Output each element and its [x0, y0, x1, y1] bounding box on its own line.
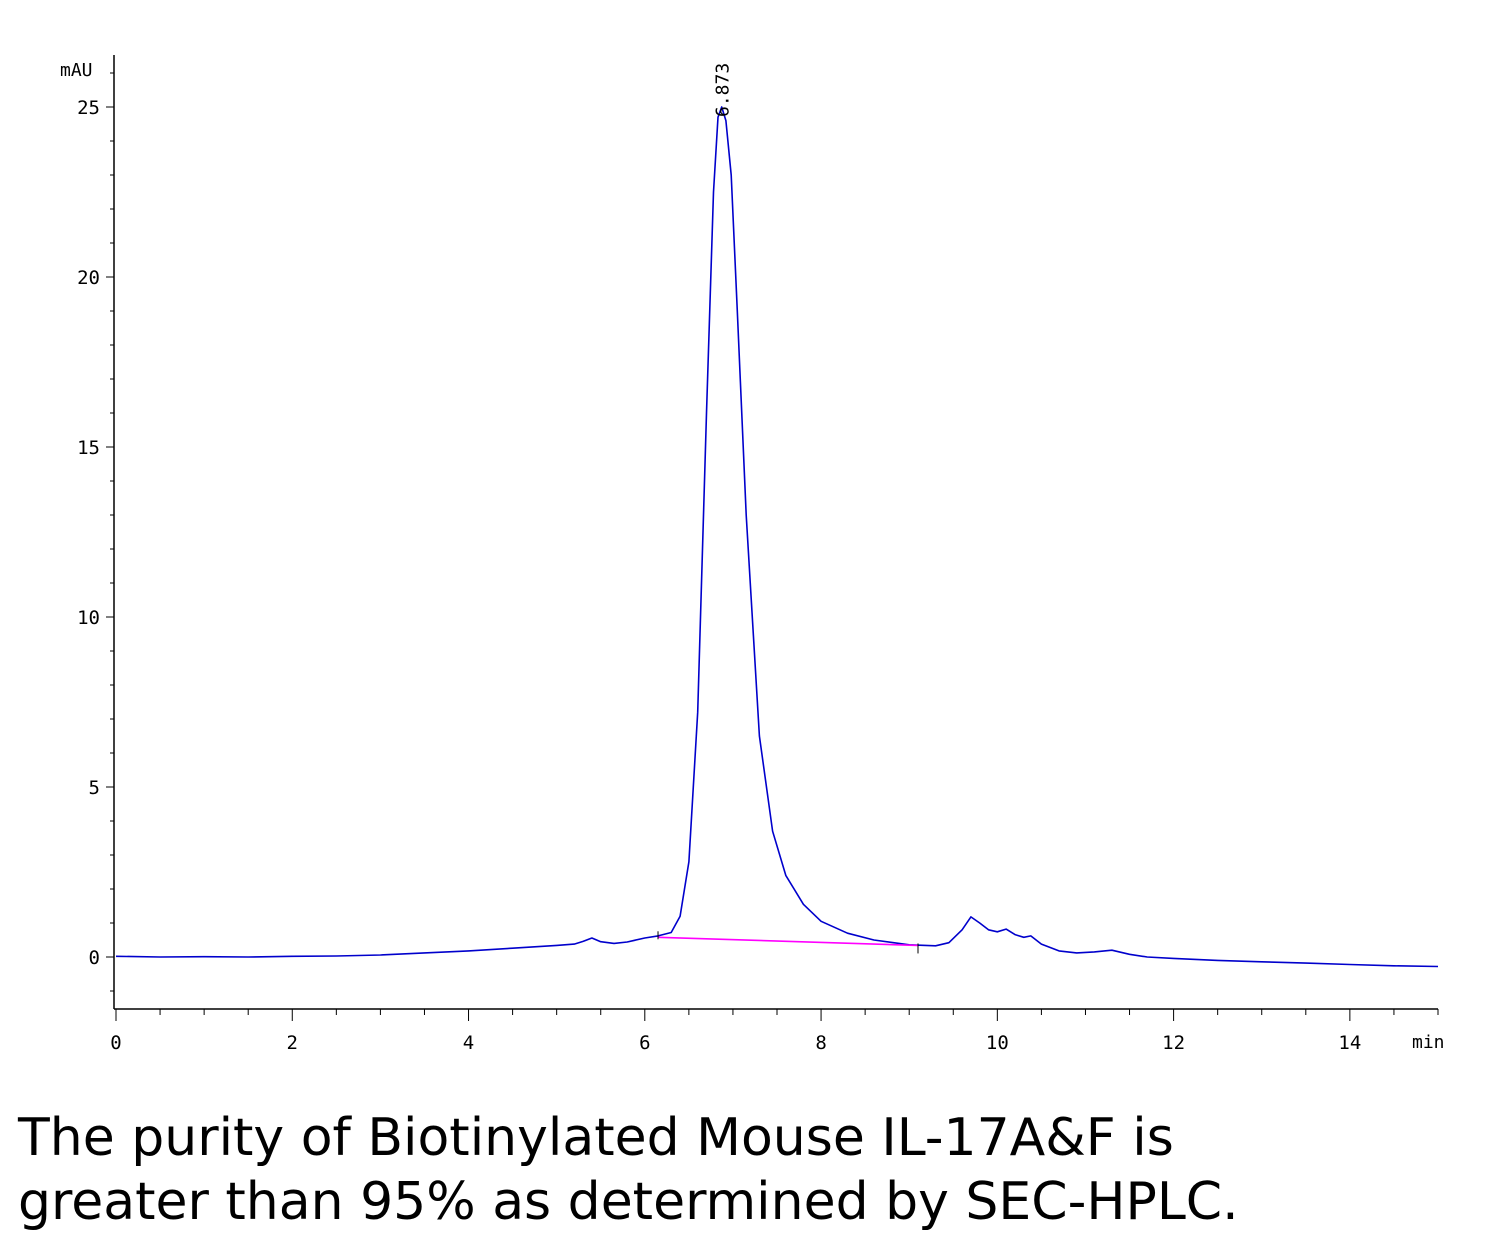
baseline-group	[657, 931, 919, 954]
x-tick-label: 14	[1338, 1032, 1361, 1054]
x-tick-label: 10	[986, 1032, 1009, 1054]
caption: The purity of Biotinylated Mouse IL-17A&…	[18, 1106, 1488, 1234]
x-tick-label: 2	[287, 1032, 298, 1054]
caption-line-1: The purity of Biotinylated Mouse IL-17A&…	[18, 1108, 1174, 1168]
tick-labels: 0 5 10 15 20 25 0 2 4 6 8 10 12 14	[77, 97, 1361, 1054]
x-tick-label: 4	[463, 1032, 474, 1054]
y-axis-unit-label: mAU	[60, 60, 93, 81]
y-tick-label: 25	[77, 97, 100, 119]
x-axis-unit-label: min	[1412, 1032, 1445, 1053]
tick-marks	[106, 72, 1439, 1021]
peak-label-group: 6.873	[713, 63, 734, 117]
axes	[113, 55, 1438, 1010]
peak-retention-label: 6.873	[713, 63, 734, 117]
x-tick-label: 12	[1162, 1032, 1185, 1054]
y-tick-label: 0	[89, 947, 100, 969]
y-tick-label: 20	[77, 267, 100, 289]
y-tick-label: 15	[77, 437, 100, 459]
caption-line-2: greater than 95% as determined by SEC-HP…	[18, 1172, 1239, 1232]
integration-baseline	[657, 936, 919, 947]
x-tick-label: 0	[110, 1032, 121, 1054]
series-group	[115, 106, 1439, 968]
chromatogram-line	[115, 106, 1439, 968]
x-tick-label: 6	[639, 1032, 650, 1054]
y-tick-label: 5	[89, 777, 100, 799]
chromatogram-chart: 0 5 10 15 20 25 0 2 4 6 8 10 12 14 mAU min 6.873	[60, 55, 1445, 1054]
y-tick-label: 10	[77, 607, 100, 629]
x-tick-label: 8	[815, 1032, 826, 1054]
